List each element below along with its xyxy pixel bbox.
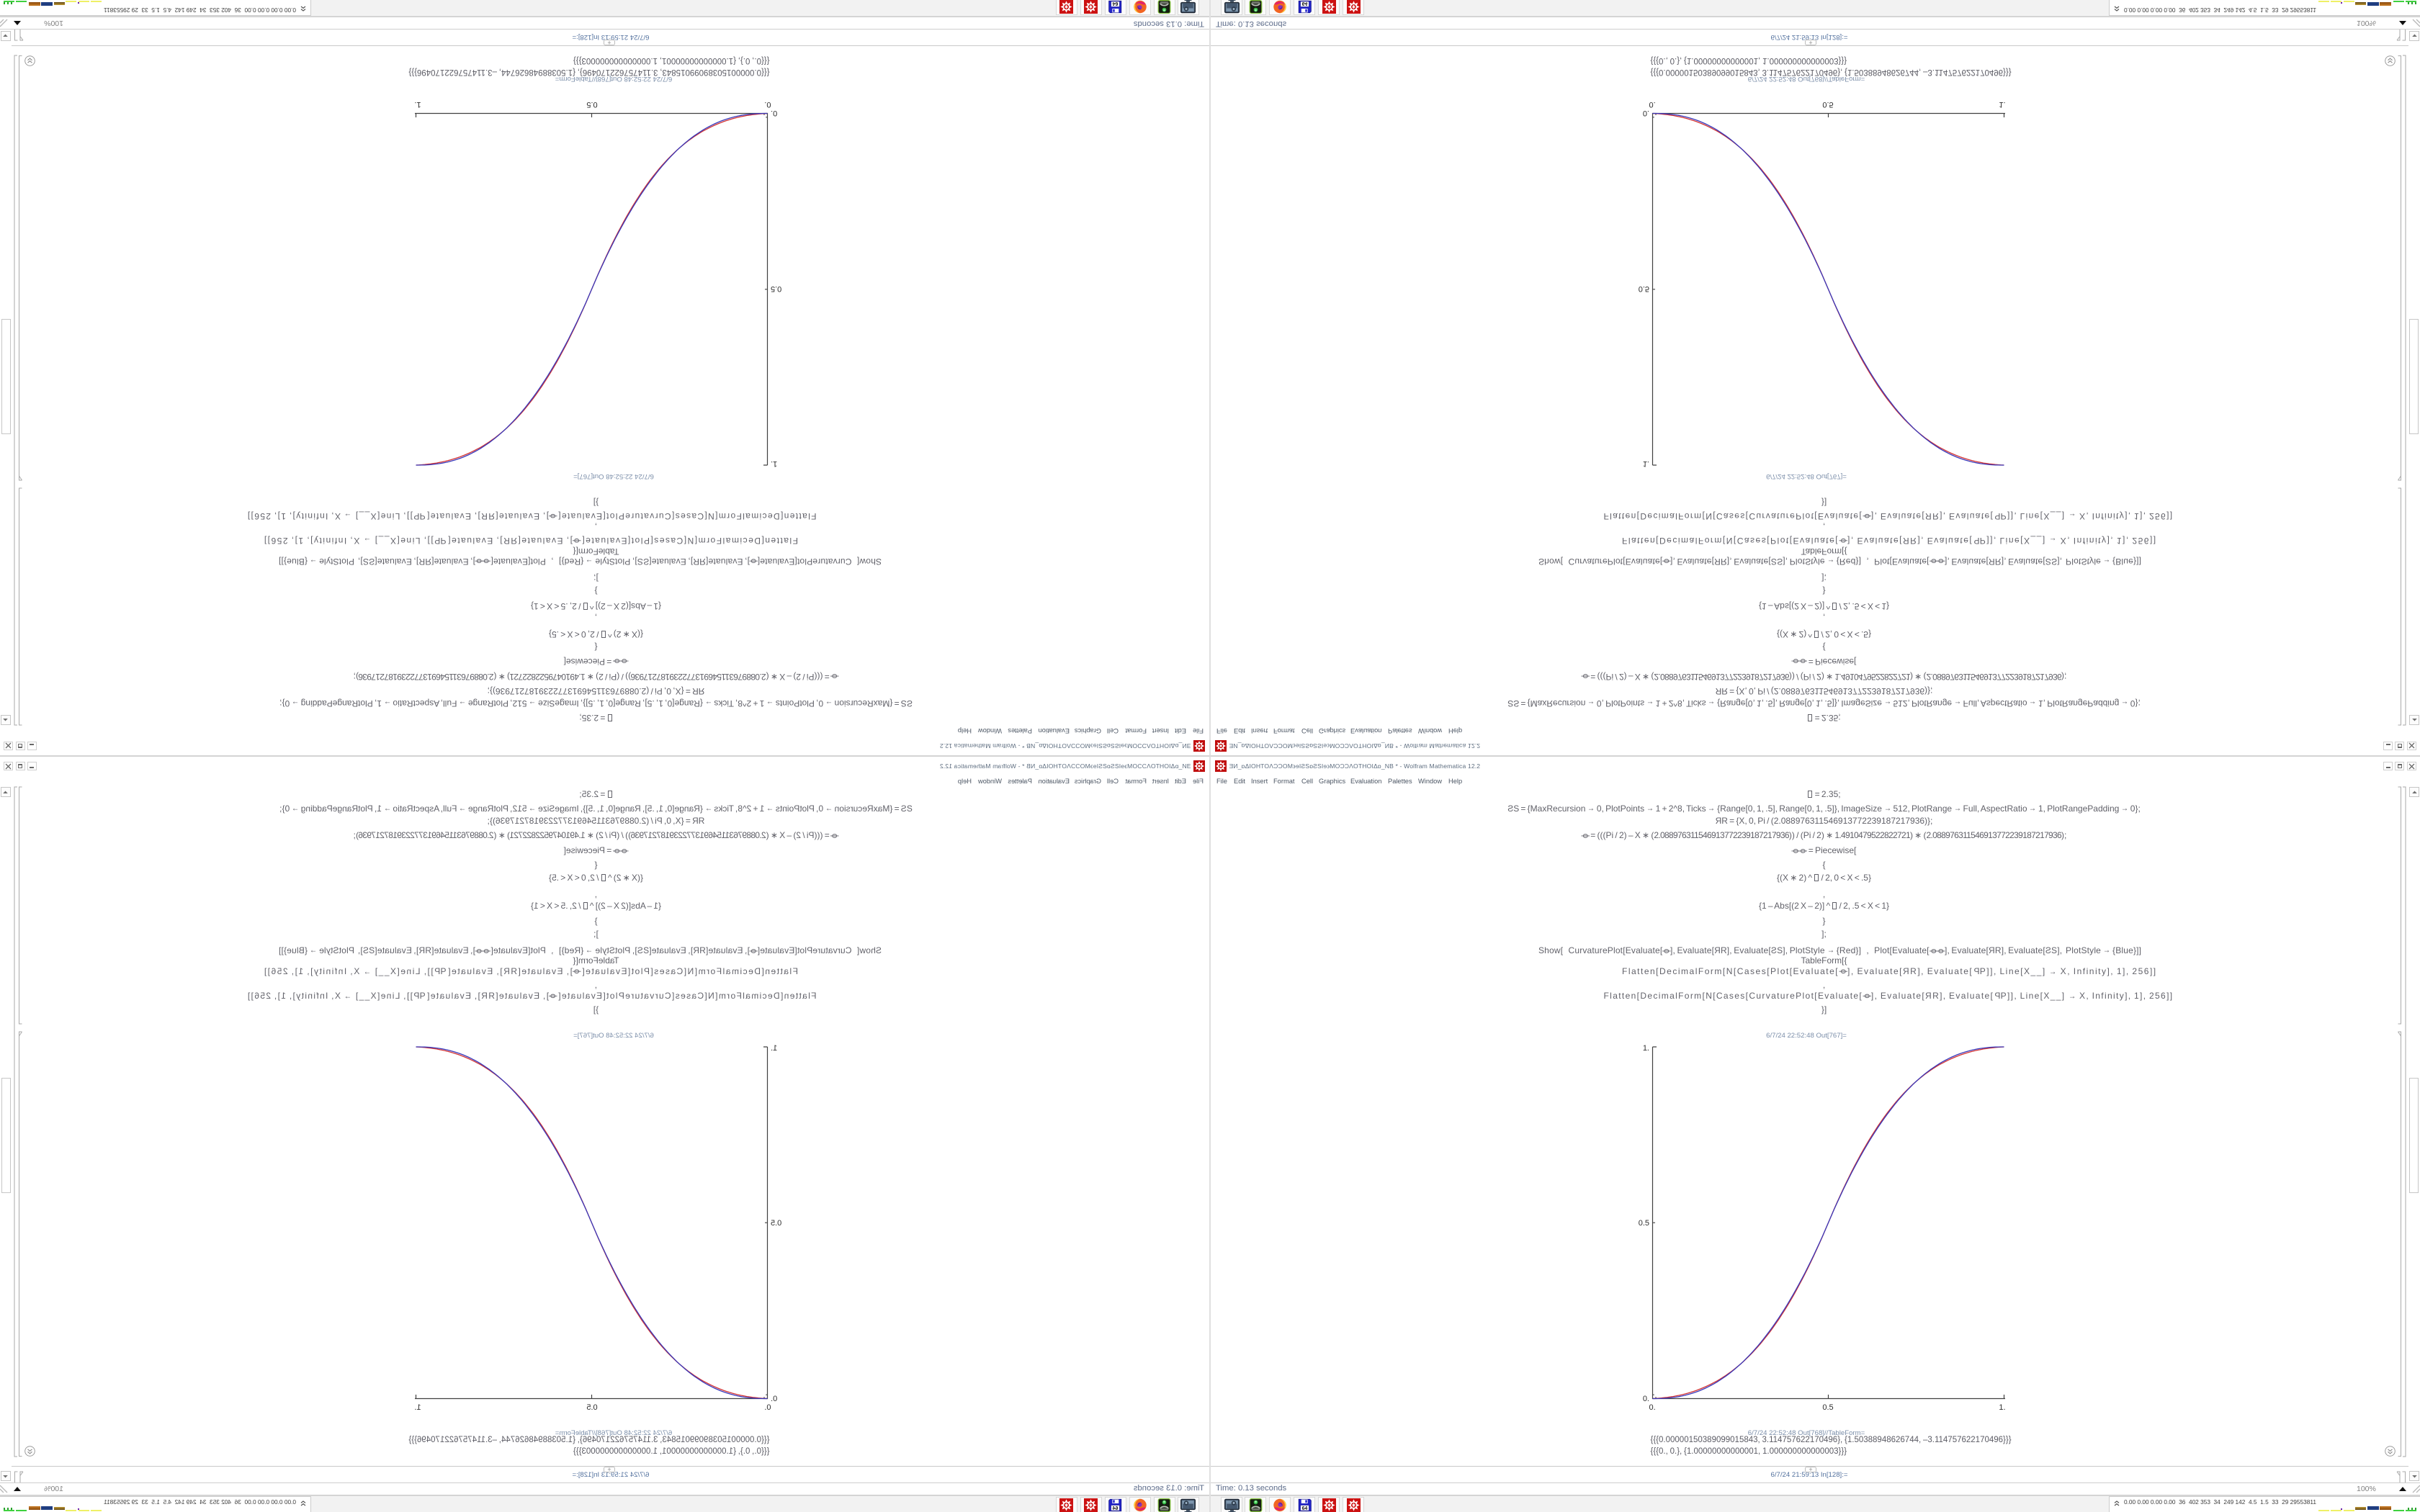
svg-text:0.5: 0.5 xyxy=(1822,1403,1833,1411)
svg-text:0.5: 0.5 xyxy=(1639,284,1649,293)
svg-text:0.: 0. xyxy=(1649,101,1656,109)
svg-text:0.5: 0.5 xyxy=(1822,101,1833,109)
svg-text:1.: 1. xyxy=(771,1044,777,1053)
svg-text:0.: 0. xyxy=(764,1403,771,1411)
svg-text:64: 64 xyxy=(1301,1506,1307,1511)
svg-text:0.5: 0.5 xyxy=(771,1219,781,1228)
svg-text:0.: 0. xyxy=(1643,1395,1649,1403)
svg-text:0.5: 0.5 xyxy=(771,284,781,293)
svg-text:64: 64 xyxy=(1113,1,1119,6)
svg-text:0.5: 0.5 xyxy=(1639,1219,1649,1228)
svg-text:0.: 0. xyxy=(1643,109,1649,117)
svg-text:1.: 1. xyxy=(1999,101,2005,109)
svg-text:64: 64 xyxy=(1113,1506,1119,1511)
svg-text:0.: 0. xyxy=(764,101,771,109)
svg-text:64: 64 xyxy=(1301,1,1307,6)
svg-text:0.: 0. xyxy=(1649,1403,1656,1411)
svg-text:1.: 1. xyxy=(414,101,421,109)
svg-text:1.: 1. xyxy=(1643,459,1649,468)
svg-text:0.: 0. xyxy=(771,1395,777,1403)
svg-text:1.: 1. xyxy=(1999,1403,2005,1411)
svg-text:1.: 1. xyxy=(414,1403,421,1411)
svg-text:0.: 0. xyxy=(771,109,777,117)
svg-text:1.: 1. xyxy=(771,459,777,468)
svg-text:0.5: 0.5 xyxy=(586,1403,597,1411)
svg-text:1.: 1. xyxy=(1643,1044,1649,1053)
svg-text:0.5: 0.5 xyxy=(586,101,597,109)
